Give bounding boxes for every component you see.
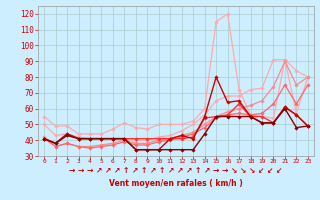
X-axis label: → → → ↗ ↗ ↗ ↑ ↗ ↑ ↗ ↑ ↗ ↗ ↗ ↑ ↗ → → ↘ ↘ ↘ ↙ ↙ ↙
Vent moyen/en rafales ( km/h ): → → → ↗ ↗ ↗ ↑ ↗ ↑ ↗ ↑ ↗ ↗ ↗ ↑ ↗ → → ↘ ↘ …: [69, 166, 283, 188]
